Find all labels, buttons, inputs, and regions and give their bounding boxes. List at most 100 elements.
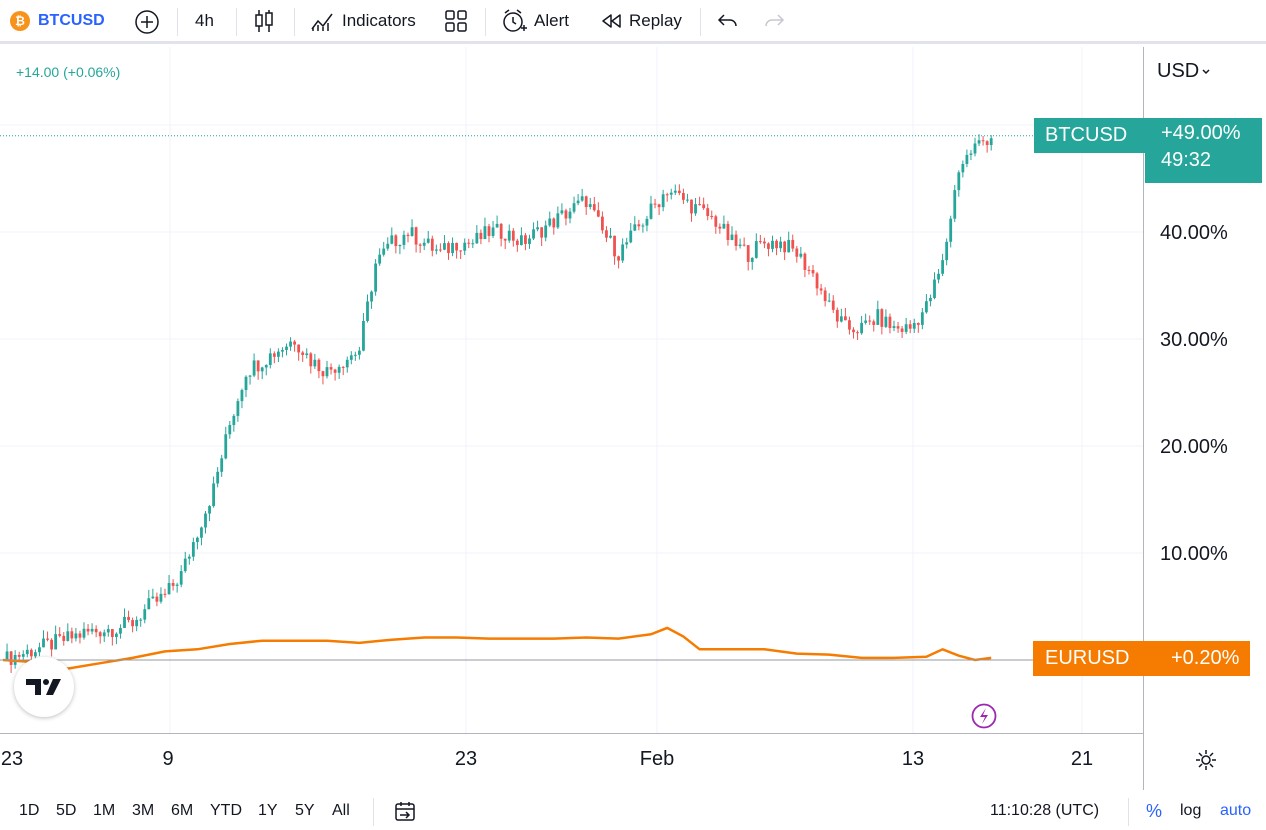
toolbar-divider — [177, 8, 178, 36]
candle-body — [46, 638, 49, 640]
candle-body — [925, 301, 928, 313]
interval-button[interactable]: 4h — [195, 11, 214, 31]
redo-button[interactable] — [762, 9, 786, 33]
candle-body — [876, 309, 880, 325]
indicators-button[interactable]: Indicators — [310, 9, 416, 33]
candle-body — [402, 234, 406, 245]
layouts-button[interactable] — [444, 9, 468, 33]
candle-body — [268, 353, 272, 365]
candle-body — [102, 632, 106, 637]
tradingview-logo[interactable] — [14, 657, 74, 717]
candle-body — [844, 316, 847, 321]
candle-body — [677, 190, 681, 194]
candle-body — [353, 354, 357, 356]
range-1y[interactable]: 1Y — [258, 802, 278, 819]
replay-button[interactable]: Replay — [600, 9, 682, 33]
candle-body — [374, 263, 377, 292]
btc-candles — [5, 134, 993, 673]
candle-body — [390, 235, 394, 244]
candle-body — [305, 353, 309, 356]
candle-body — [17, 654, 21, 657]
candle-body — [86, 628, 90, 632]
time-axis[interactable]: 23 9 23 Feb 13 21 — [1, 748, 1093, 770]
candle-body — [463, 242, 467, 251]
calendar-arrow-icon — [395, 802, 415, 821]
candle-body — [9, 651, 13, 665]
candle-body — [345, 359, 349, 368]
chart-settings-button[interactable] — [1195, 749, 1217, 771]
candle-body — [661, 194, 665, 208]
candle-body — [702, 204, 706, 209]
candle-body — [900, 328, 904, 332]
symbol-button[interactable]: ₿ BTCUSD — [10, 11, 105, 31]
range-ytd[interactable]: YTD — [210, 802, 242, 819]
currency-selector[interactable]: USD — [1157, 60, 1211, 83]
currency-label: USD — [1157, 60, 1200, 82]
candle-body — [426, 238, 430, 243]
chart-type-button[interactable] — [253, 8, 275, 34]
candle-body — [439, 249, 442, 251]
go-to-date-button[interactable] — [393, 800, 417, 824]
alert-button[interactable]: Alert — [501, 8, 569, 34]
candle-body — [957, 172, 961, 191]
range-3m[interactable]: 3M — [132, 802, 155, 819]
candle-body — [147, 598, 151, 610]
candle-body — [981, 140, 985, 142]
candle-body — [831, 300, 835, 310]
range-all[interactable]: All — [332, 802, 350, 819]
candle-body — [451, 242, 454, 254]
alarm-clock-icon — [503, 9, 527, 32]
candle-body — [293, 341, 296, 345]
candle-body — [309, 353, 313, 367]
utc-clock[interactable]: 11:10:28 (UTC) — [990, 802, 1100, 819]
candle-body — [370, 291, 373, 302]
time-tick-label: 13 — [902, 748, 924, 770]
range-1d[interactable]: 1D — [19, 802, 40, 819]
candle-body — [358, 350, 361, 355]
bottom-toolbar: 1D 5D 1M 3M 6M YTD 1Y 5Y All 11:10:28 (U… — [0, 790, 1266, 830]
candle-body — [941, 260, 944, 274]
chart-area[interactable]: 50.00%40.00%30.00%20.00%10.00% 23923Feb1… — [0, 47, 1266, 790]
axes-lines — [0, 47, 1144, 790]
candle-body — [119, 627, 122, 634]
range-5y[interactable]: 5Y — [295, 802, 315, 819]
candle-body — [572, 203, 576, 212]
candle-body — [929, 297, 932, 302]
candle-body — [175, 584, 179, 586]
candle-body — [325, 367, 329, 377]
candle-body — [920, 312, 924, 325]
compare-symbol-button[interactable] — [134, 9, 160, 35]
candle-body — [896, 326, 900, 329]
candle-body — [726, 223, 730, 241]
range-5d[interactable]: 5D — [56, 802, 77, 819]
candle-body — [524, 235, 527, 244]
percent-toggle[interactable]: % — [1146, 801, 1163, 821]
candle-body — [25, 649, 29, 655]
candle-body — [937, 273, 940, 280]
range-6m[interactable]: 6M — [171, 802, 194, 819]
candle-body — [605, 230, 608, 238]
candle-body — [694, 204, 697, 214]
candle-body — [852, 329, 855, 333]
candle-body — [38, 647, 41, 653]
candle-body — [98, 632, 102, 637]
gear-icon — [1196, 750, 1216, 770]
candle-body — [791, 239, 795, 249]
candle-body — [289, 341, 292, 347]
news-flash-button[interactable] — [971, 703, 997, 729]
bottom-divider — [1128, 798, 1129, 826]
candle-body — [560, 210, 564, 214]
log-toggle[interactable]: log — [1180, 802, 1202, 819]
candle-body — [422, 242, 426, 246]
undo-button[interactable] — [716, 9, 740, 33]
candle-body — [564, 210, 568, 219]
candle-body — [34, 652, 37, 657]
candle-body — [864, 320, 868, 323]
range-1m[interactable]: 1M — [93, 802, 116, 819]
auto-toggle[interactable]: auto — [1220, 802, 1252, 819]
candle-body — [78, 633, 82, 638]
candle-body — [815, 273, 819, 289]
candle-body — [872, 321, 876, 325]
eurusd-series-tag: EURUSD +0.20% — [1033, 641, 1250, 676]
candle-body — [191, 542, 195, 557]
